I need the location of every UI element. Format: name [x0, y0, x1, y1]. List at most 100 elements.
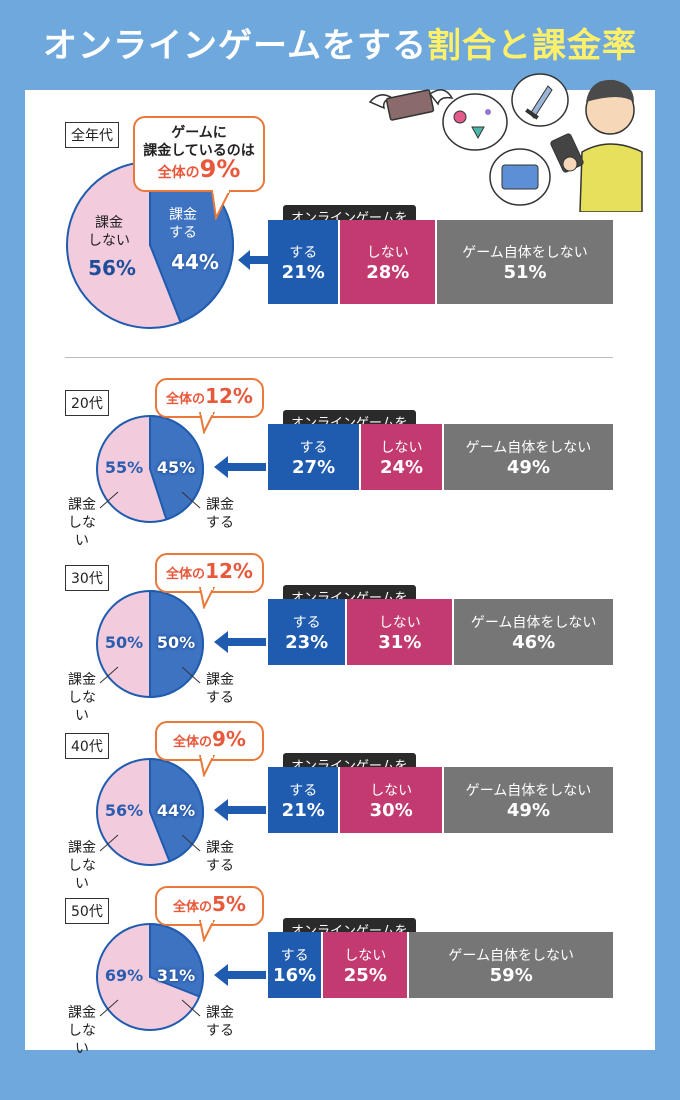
arrow-left-icon [238, 250, 270, 270]
seg-value: 59% [489, 964, 533, 986]
gems-bubble-icon [442, 93, 508, 151]
seg-value: 23% [285, 631, 329, 653]
bubble-prefix: 全体の [173, 735, 213, 750]
rate-bubble: 全体の12% [155, 378, 264, 418]
bubble-tail-icon [198, 587, 216, 609]
bar-segment-noplay: しない 25% [323, 932, 410, 998]
pay-pct: 31% [156, 966, 196, 985]
bar-segment-nogame: ゲーム自体をしない 59% [409, 932, 613, 998]
seg-value: 31% [378, 631, 422, 653]
summary-pay-value: 44% [171, 250, 219, 274]
bar-segment-play: する 16% [268, 932, 324, 998]
pay-label: 課金 する [202, 1004, 238, 1040]
pay-label2: する [206, 690, 234, 706]
pay-label2: する [206, 1023, 234, 1039]
summary-bubble-prefix: 全体の [157, 165, 200, 181]
summary-bubble: ゲームに 課金しているのは 全体の9% [133, 116, 265, 192]
pie-chart [96, 589, 204, 699]
seg-value: 46% [512, 631, 556, 653]
seg-label: ゲーム自体をしない [465, 439, 592, 456]
pie-slice-pay [149, 414, 204, 521]
seg-label: する [289, 244, 318, 261]
summary-nopay-value: 56% [88, 256, 136, 280]
bar-segment-noplay: しない 24% [361, 424, 444, 490]
nopay-label1: 課金 [68, 497, 96, 513]
seg-label: しない [380, 439, 423, 456]
bubble-prefix: 全体の [173, 900, 213, 915]
bubble-value: 9% [212, 727, 246, 751]
nopay-label2: しない [68, 690, 96, 724]
seg-value: 25% [343, 964, 387, 986]
pay-label2: する [206, 515, 234, 531]
bar-segment-play: する 23% [268, 599, 348, 665]
pay-pct: 50% [156, 633, 196, 652]
bubble-tail-icon [210, 190, 232, 220]
age-label: 40代 [65, 733, 109, 759]
pie-chart-all [66, 160, 234, 329]
nopay-label2: しない [68, 858, 96, 892]
nopay-pct: 56% [104, 801, 144, 820]
seg-value: 51% [503, 261, 547, 283]
seg-value: 21% [281, 261, 325, 283]
age-label: 50代 [65, 898, 109, 924]
seg-label: ゲーム自体をしない [465, 782, 592, 799]
leader-lines-icon [99, 666, 201, 684]
section-divider [65, 357, 613, 358]
nopay-label: 課金 しない [64, 496, 100, 550]
pie-slice-pay [149, 757, 204, 863]
bar-segment-nogame: ゲーム自体をしない 51% [437, 220, 613, 304]
nopay-pct: 50% [104, 633, 144, 652]
stacked-bar: する 16% しない 25% ゲーム自体をしない 59% [268, 932, 613, 998]
summary-nopay-label1: 課金 [95, 215, 123, 231]
pie-slice-pay [149, 922, 204, 998]
arrow-left-icon [214, 799, 266, 821]
bar-segment-nogame: ゲーム自体をしない 49% [443, 424, 613, 490]
pie-chart [96, 922, 204, 1031]
seg-label: する [280, 947, 309, 964]
pay-label1: 課金 [206, 497, 234, 513]
seg-label: する [292, 614, 321, 631]
page-title: オンラインゲームをする割合と課金率 [0, 18, 680, 67]
age-label: 30代 [65, 565, 109, 591]
pay-label2: する [206, 858, 234, 874]
nopay-label: 課金 しない [64, 1004, 100, 1058]
summary-pay-label: 課金 する [158, 206, 208, 242]
seg-label: ゲーム自体をしない [470, 614, 597, 631]
bubble-value: 5% [212, 892, 246, 916]
pie-slice-pay [149, 589, 204, 699]
bar-segment-noplay: しない 30% [340, 767, 444, 833]
leader-lines-icon [99, 999, 201, 1017]
bubble-tail-icon [198, 920, 216, 942]
seg-label: しない [344, 947, 387, 964]
flying-money-icon [368, 89, 454, 121]
bubble-prefix: 全体の [166, 567, 206, 582]
pay-label: 課金 する [202, 839, 238, 875]
bubble-tail-icon [198, 755, 216, 777]
pay-label1: 課金 [206, 672, 234, 688]
summary-pay-label2: する [169, 225, 197, 241]
bar-segment-play: する 21% [268, 767, 341, 833]
seg-label: しない [370, 782, 413, 799]
seg-label: する [289, 782, 318, 799]
nopay-label1: 課金 [68, 672, 96, 688]
bubble-value: 12% [205, 559, 253, 583]
summary-bubble-value: 9% [199, 155, 241, 183]
seg-label: しない [378, 614, 421, 631]
summary-pay-label1: 課金 [169, 207, 197, 223]
arrow-left-icon [214, 456, 266, 478]
title-part1: オンラインゲームをする [43, 26, 427, 66]
seg-value: 24% [379, 456, 424, 478]
summary-nopay-label: 課金 しない [84, 214, 134, 250]
bar-segment-noplay: しない 31% [347, 599, 455, 665]
bar-segment-nogame: ゲーム自体をしない 49% [443, 767, 613, 833]
age-label-all: 全年代 [65, 122, 119, 148]
seg-value: 49% [506, 456, 550, 478]
seg-value: 49% [506, 799, 550, 821]
nopay-label2: しない [68, 1023, 96, 1057]
bar-segment-play: する 21% [268, 220, 341, 304]
arrow-left-icon [214, 631, 266, 653]
nopay-label2: しない [68, 515, 96, 549]
nopay-label1: 課金 [68, 1005, 96, 1021]
bubble-prefix: 全体の [166, 392, 206, 407]
age-label: 20代 [65, 390, 109, 416]
